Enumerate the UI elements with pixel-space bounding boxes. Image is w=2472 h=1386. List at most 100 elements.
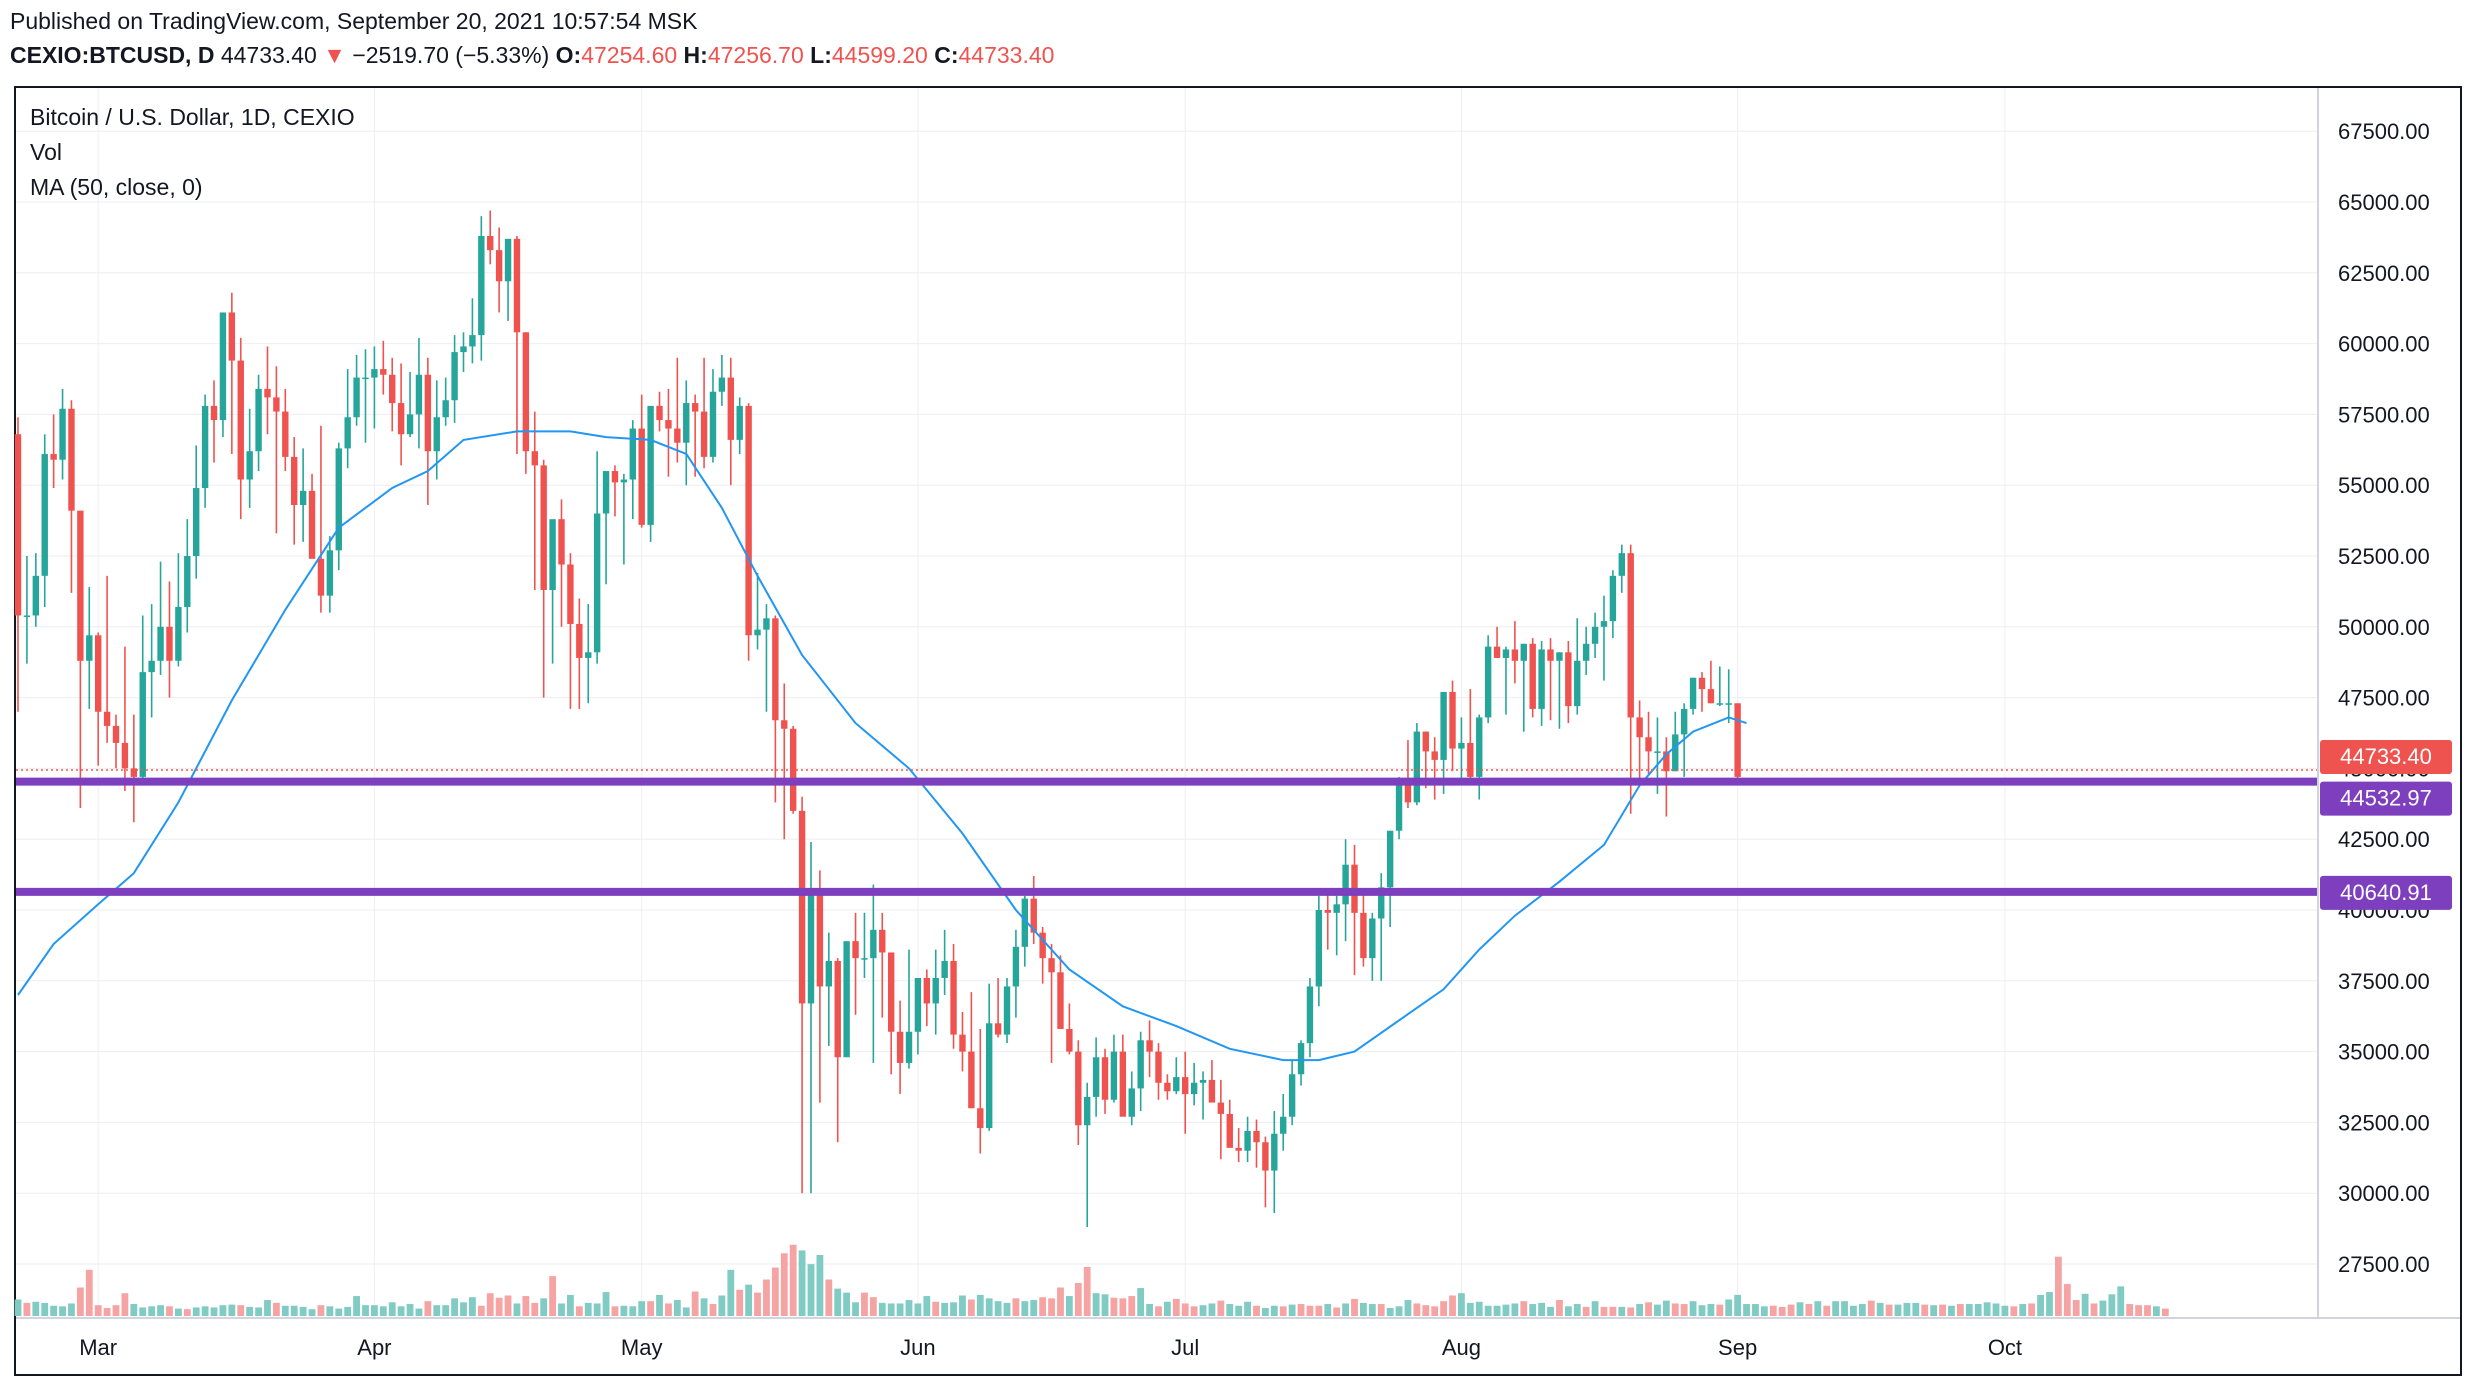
volume-bar [709, 1304, 717, 1316]
candle-body [1556, 652, 1563, 661]
volume-bar [1689, 1301, 1697, 1316]
volume-bar [433, 1305, 441, 1316]
legend-volume[interactable]: Vol [30, 139, 62, 165]
candle-body [531, 451, 538, 466]
volume-bar [139, 1307, 147, 1316]
candle-body [1698, 677, 1706, 690]
candle-body [1199, 1079, 1207, 1083]
volume-bar [362, 1305, 369, 1316]
volume-bar [148, 1306, 156, 1316]
volume-bar [1538, 1302, 1546, 1316]
volume-bar [834, 1288, 842, 1316]
volume-bar [1956, 1304, 1964, 1316]
y-tick-label: 42500.00 [2338, 827, 2430, 852]
volume-bar [1645, 1302, 1652, 1316]
candle-body [1404, 779, 1412, 803]
volume-bar [1226, 1304, 1234, 1316]
candle-body [1672, 734, 1679, 772]
candle-body [1039, 932, 1046, 959]
candle-body [994, 1023, 1002, 1035]
candle-body [923, 977, 931, 1004]
legend-ma[interactable]: MA (50, close, 0) [30, 174, 203, 200]
close-value: 44733.40 [958, 42, 1055, 68]
volume-bar [14, 1299, 22, 1316]
candle-body [602, 471, 610, 514]
volume-bar [1520, 1301, 1528, 1316]
volume-bar [1065, 1296, 1073, 1316]
volume-bar [1564, 1306, 1572, 1316]
volume-bar [789, 1244, 797, 1316]
volume-bar [1832, 1301, 1840, 1316]
volume-bar [1609, 1306, 1617, 1316]
volume-bar [682, 1307, 690, 1316]
candle-body [389, 374, 396, 404]
candle-body [291, 456, 298, 506]
volume-bar [1698, 1305, 1706, 1316]
volume-bar [1146, 1304, 1153, 1316]
volume-bar [1974, 1304, 1982, 1316]
candle-body [540, 465, 547, 590]
volume-bar [353, 1296, 360, 1316]
volume-bar [2072, 1300, 2080, 1316]
open-value: 47254.60 [581, 42, 678, 68]
volume-bar [228, 1304, 236, 1316]
candle-body [1386, 830, 1394, 888]
candle-body [184, 556, 191, 607]
volume-bar [2126, 1304, 2134, 1316]
volume-bar [397, 1306, 405, 1316]
volume-bar [192, 1307, 200, 1316]
volume-bar [1431, 1306, 1439, 1316]
candle-body [887, 952, 895, 1032]
candle-body [549, 519, 556, 590]
volume-bar [700, 1298, 708, 1316]
y-tick-label: 55000.00 [2338, 473, 2430, 498]
volume-bar [959, 1295, 966, 1316]
volume-bar [878, 1302, 886, 1316]
volume-bar [415, 1308, 423, 1316]
symbol-label[interactable]: CEXIO:BTCUSD, D [10, 42, 215, 68]
volume-bar [272, 1302, 280, 1316]
candle-body [665, 420, 672, 429]
volume-bar [1671, 1303, 1679, 1316]
candle-body [1342, 864, 1349, 905]
volume-bar [629, 1306, 637, 1316]
volume-bar [1636, 1304, 1644, 1316]
volume-bar [1547, 1306, 1554, 1316]
candle-body [754, 629, 761, 636]
volume-bar [1155, 1306, 1162, 1316]
volume-bar [1413, 1303, 1421, 1316]
volume-bar [23, 1302, 31, 1316]
chart-pane[interactable] [14, 86, 2462, 1376]
legend-title[interactable]: Bitcoin / U.S. Dollar, 1D, CEXIO [30, 104, 355, 130]
candle-body [264, 388, 271, 398]
last-price: 44733.40 [220, 42, 317, 68]
candle-body [1360, 912, 1367, 959]
candle-body [415, 374, 423, 415]
candle-body [1449, 691, 1456, 749]
volume-bar [1725, 1299, 1733, 1316]
volume-bar [1110, 1297, 1118, 1316]
volume-bar [1707, 1304, 1715, 1316]
candle-body [148, 660, 155, 673]
candle-body [834, 960, 841, 1058]
candle-body [353, 377, 360, 418]
volume-bar [1253, 1305, 1260, 1316]
candle-body [1003, 986, 1011, 1035]
candle-body [1066, 1028, 1073, 1052]
candle-body [558, 519, 565, 565]
candle-body [1484, 646, 1492, 718]
x-tick-label: Sep [1718, 1335, 1757, 1360]
volume-bar [1404, 1300, 1412, 1316]
volume-bar [1618, 1306, 1626, 1316]
volume-bar [905, 1300, 913, 1316]
candle-body [1075, 1051, 1082, 1126]
change-value: −2519.70 (−5.33%) [352, 42, 550, 68]
volume-bar [567, 1294, 574, 1316]
volume-bar [1190, 1306, 1198, 1316]
volume-bar [1912, 1302, 1920, 1316]
candle-body [1315, 910, 1323, 987]
volume-bar [1654, 1304, 1661, 1316]
volume-bar [602, 1292, 610, 1316]
candle-body [451, 352, 458, 401]
